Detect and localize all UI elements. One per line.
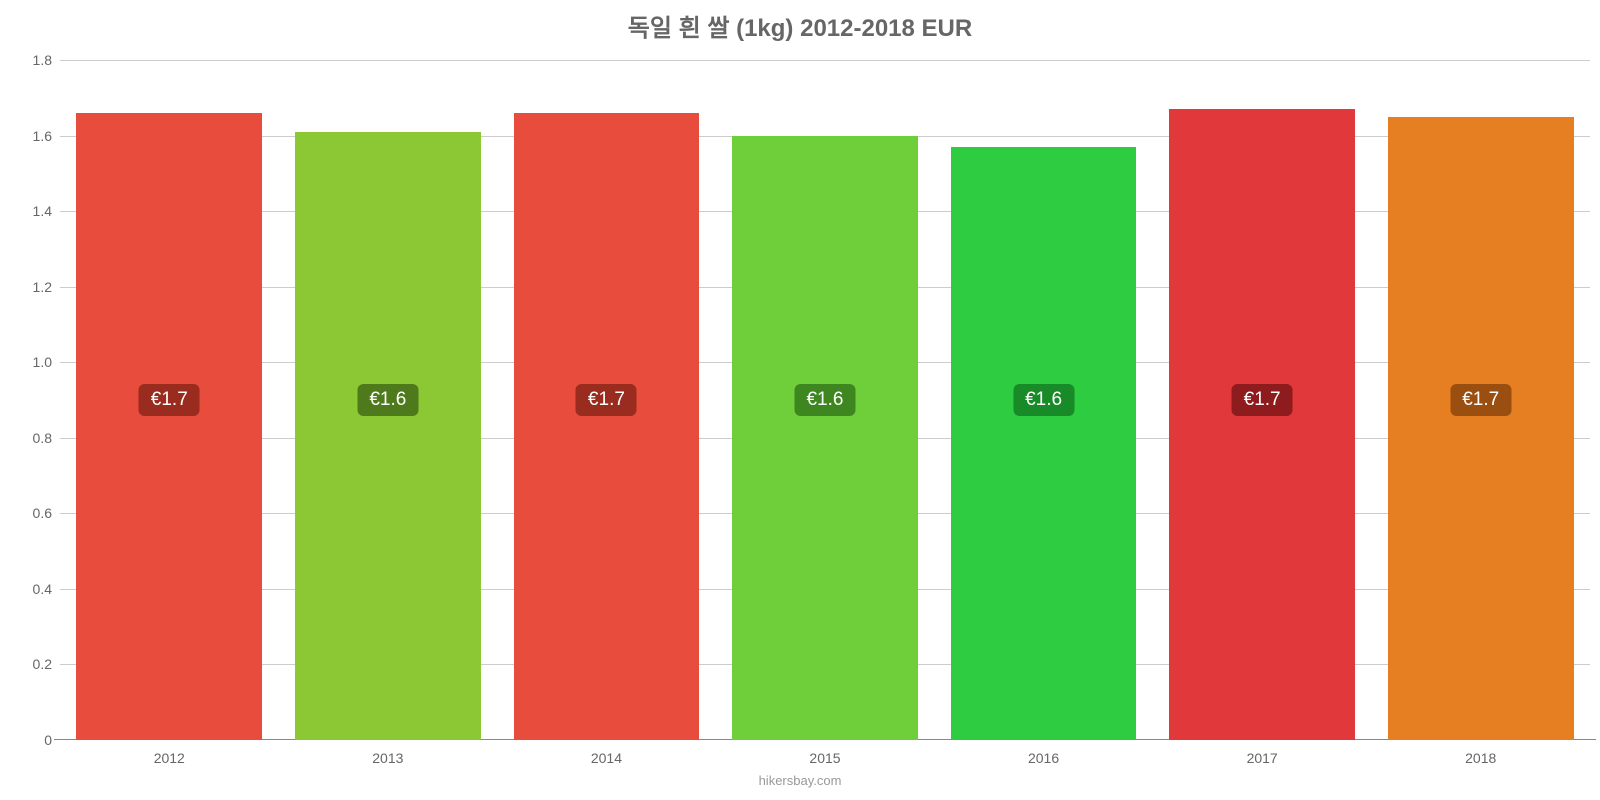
- y-tick-label: 0.2: [33, 656, 60, 672]
- chart-container: 독일 흰 쌀 (1kg) 2012-2018 EUR 0 0.2 0.4 0.6 0.8…: [0, 0, 1600, 800]
- x-tick-label: 2014: [591, 740, 622, 766]
- bar: €1.6: [951, 147, 1137, 740]
- bar: €1.7: [1169, 109, 1355, 740]
- bar: €1.7: [76, 113, 262, 740]
- y-tick-label: 0: [44, 732, 60, 748]
- bar-value-label: €1.7: [1450, 384, 1511, 416]
- bars-layer: €1.7 €1.6 €1.7 €1.6 €1.6 €1.7 €1.7: [60, 60, 1590, 740]
- x-tick-label: 2015: [809, 740, 840, 766]
- x-tick-label: 2013: [372, 740, 403, 766]
- y-tick-label: 1.8: [33, 52, 60, 68]
- y-tick-label: 1.6: [33, 128, 60, 144]
- bar: €1.6: [295, 132, 481, 740]
- attribution-text: hikersbay.com: [0, 773, 1600, 788]
- x-tick-label: 2018: [1465, 740, 1496, 766]
- chart-title: 독일 흰 쌀 (1kg) 2012-2018 EUR: [0, 8, 1600, 43]
- y-tick-label: 1.2: [33, 279, 60, 295]
- x-tick-label: 2012: [154, 740, 185, 766]
- y-tick-label: 0.6: [33, 505, 60, 521]
- y-tick-label: 0.4: [33, 581, 60, 597]
- bar-value-label: €1.6: [794, 384, 855, 416]
- bar-value-label: €1.6: [357, 384, 418, 416]
- y-tick-label: 0.8: [33, 430, 60, 446]
- plot-area: 00.20.40.60.81.01.21.41.61.8 €1.7€1.6€1.…: [60, 60, 1590, 740]
- bar: €1.7: [1388, 117, 1574, 740]
- bar-value-label: €1.7: [1232, 384, 1293, 416]
- bar-value-label: €1.7: [139, 384, 200, 416]
- x-tick-label: 2017: [1247, 740, 1278, 766]
- bar: €1.7: [514, 113, 700, 740]
- x-tick-label: 2016: [1028, 740, 1059, 766]
- bar-value-label: €1.7: [576, 384, 637, 416]
- y-tick-label: 1.4: [33, 203, 60, 219]
- y-tick-label: 1.0: [33, 354, 60, 370]
- bar: €1.6: [732, 136, 918, 740]
- bar-value-label: €1.6: [1013, 384, 1074, 416]
